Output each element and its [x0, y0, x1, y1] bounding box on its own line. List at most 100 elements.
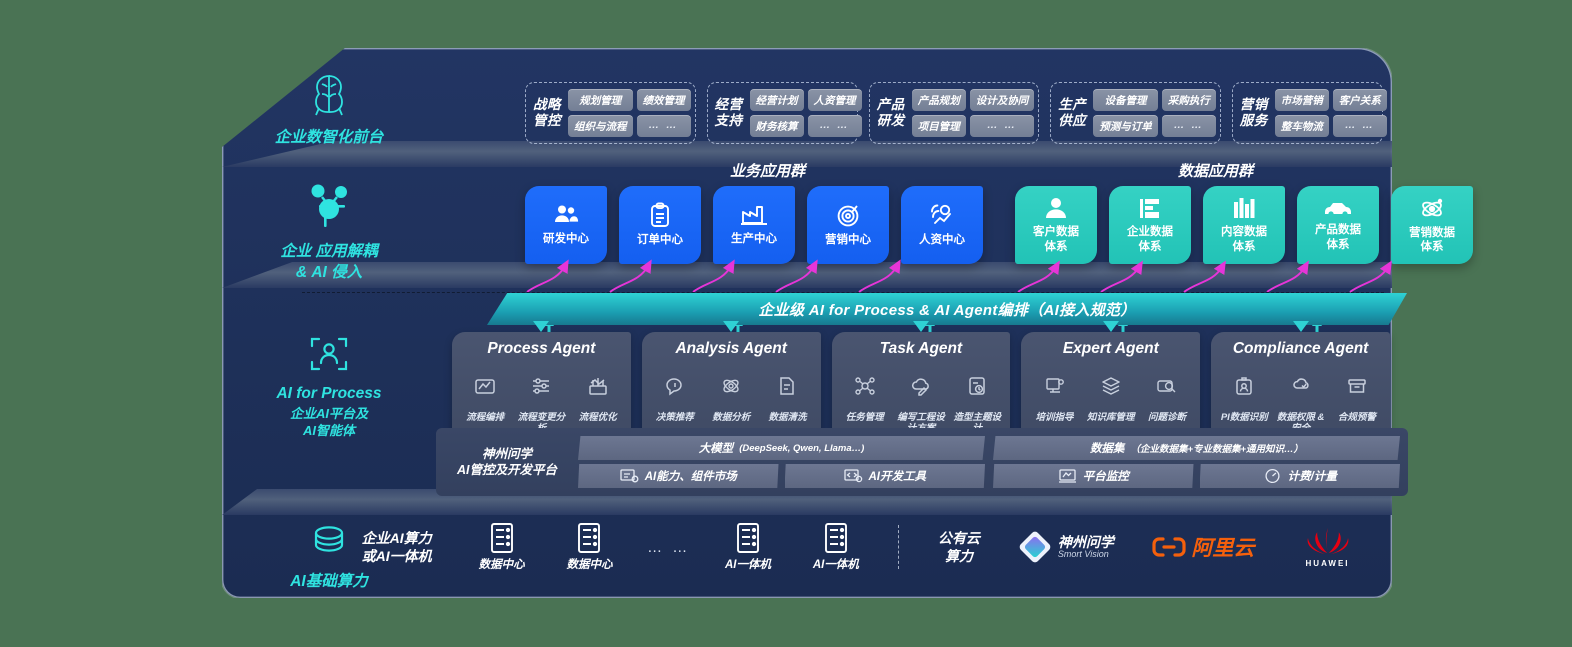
group-cell[interactable]: 绩效管理	[636, 89, 691, 111]
group-cell[interactable]: 经营计划	[749, 89, 804, 111]
group-cell[interactable]: 整车物流	[1274, 115, 1329, 137]
card-marketing-center[interactable]: 营销中心	[807, 186, 889, 264]
platform-title: 神州问学 AI管控及开发平台	[456, 446, 557, 477]
group-operations[interactable]: 经营 支持 经营计划 人资管理 财务核算 … …	[706, 82, 862, 144]
aliyun-mark-icon	[1152, 537, 1187, 557]
vendor-smartvision[interactable]: 神州问学 Smort Vision	[1000, 530, 1132, 564]
agent-function[interactable]: 造型主题设计	[950, 365, 1004, 435]
rail-title: 企业数智化前台	[274, 129, 384, 146]
agent-function[interactable]: 数据清洗	[760, 365, 814, 423]
card-marketing-data[interactable]: 营销数据 体系	[1391, 186, 1473, 264]
ai-market-bar[interactable]: AI能力、组件市场	[578, 464, 779, 488]
agent-function[interactable]: 流程编排	[458, 365, 512, 435]
fn-label: 问题诊断	[1148, 411, 1187, 423]
group-cell-more[interactable]: … …	[1161, 115, 1216, 137]
group-production-supply[interactable]: 生产 供应 设备管理 采购执行 预测与订单 … …	[1050, 82, 1221, 144]
archive-alert-icon	[1348, 379, 1366, 394]
agent-function[interactable]: 编写工程设计方案	[894, 365, 948, 435]
infra-datacenter-2[interactable]: 数据中心	[546, 522, 634, 572]
agent-function[interactable]: 决策推荐	[648, 365, 702, 423]
agent-tick	[912, 321, 929, 332]
infra-label: AI一体机	[724, 558, 771, 571]
group-title: 生产 供应	[1058, 96, 1087, 128]
card-enterprise-data[interactable]: 企业数据 体系	[1109, 186, 1191, 264]
group-cell[interactable]: 市场营销	[1274, 89, 1329, 111]
ai-devtool-bar[interactable]: AI开发工具	[784, 464, 985, 488]
agent-name: Analysis Agent	[675, 340, 787, 357]
card-hr-center[interactable]: 人资中心	[901, 186, 983, 264]
fn-label: 流程编排	[466, 411, 505, 423]
agent-task[interactable]: Task Agent 任务管理 编写工程设计方案 造型主题设计	[831, 321, 1011, 444]
gauge-icon	[1265, 468, 1280, 484]
group-marketing-service[interactable]: 营销 服务 市场营销 客户关系 整车物流 … …	[1231, 82, 1387, 144]
group-cell[interactable]: 人资管理	[807, 89, 862, 111]
agent-compliance[interactable]: Compliance Agent PI数据识别 数据权限 & 安全 合规预警	[1211, 321, 1390, 444]
group-cell-more[interactable]: … …	[807, 115, 862, 137]
infra-ai-appliance-1[interactable]: AI一体机	[704, 522, 792, 572]
slider-list-icon	[533, 378, 550, 395]
agent-function[interactable]: 合规预警	[1330, 365, 1384, 435]
vendor-name: HUAWEI	[1305, 558, 1350, 568]
group-cell[interactable]: 组织与流程	[568, 115, 633, 137]
agent-function[interactable]: PI数据识别	[1217, 365, 1271, 435]
infra-ai-appliance-2[interactable]: AI一体机	[792, 522, 880, 572]
llm-bar[interactable]: 大模型 (DeepSeek, Qwen, Llama…)	[578, 436, 985, 460]
vendor-sub: Smort Vision	[1057, 548, 1109, 559]
group-cell[interactable]: 设备管理	[1093, 89, 1158, 111]
building-icon	[1140, 199, 1159, 219]
group-cell[interactable]: 采购执行	[1161, 89, 1216, 111]
group-cell[interactable]: 客户关系	[1332, 89, 1387, 111]
group-title: 战略 管控	[533, 96, 561, 128]
agent-function[interactable]: 数据分析	[704, 365, 758, 423]
agent-name: Expert Agent	[1062, 340, 1159, 357]
monitor-bar[interactable]: 平台监控	[993, 464, 1194, 488]
group-cell[interactable]: 财务核算	[749, 115, 804, 137]
vendor-aliyun[interactable]: 阿里云	[1132, 532, 1275, 562]
flow-chart-icon	[475, 379, 495, 395]
agent-expert[interactable]: Expert Agent 培训指导 知识库管理 问题诊断	[1021, 321, 1201, 444]
car-icon	[1325, 203, 1351, 218]
group-cell[interactable]: 规划管理	[568, 89, 633, 111]
card-label: 营销中心	[825, 233, 871, 246]
billing-label: 计费/计量	[1287, 471, 1337, 483]
group-cell-more[interactable]: … …	[969, 115, 1035, 137]
group-cell-more[interactable]: … …	[1332, 115, 1387, 137]
group-cell[interactable]: 产品规划	[911, 89, 966, 111]
group-cell[interactable]: 预测与订单	[1093, 115, 1158, 137]
agent-analysis[interactable]: Analysis Agent 决策推荐 数据分析 数据清洗	[641, 321, 821, 444]
group-cell[interactable]: 设计及协同	[969, 89, 1035, 111]
agent-function[interactable]: 流程变更分析	[514, 365, 568, 435]
agent-process[interactable]: Process Agent 流程编排 流程变更分析 流程优化	[452, 321, 631, 444]
agent-tick	[723, 321, 740, 332]
card-order-center[interactable]: 订单中心	[619, 186, 701, 264]
card-label: 人资中心	[919, 233, 965, 246]
ai-market-label: AI能力、组件市场	[644, 471, 737, 483]
agent-function[interactable]: 培训指导	[1027, 365, 1081, 423]
group-strategy[interactable]: 战略 管控 规划管理 绩效管理 组织与流程 … …	[525, 82, 696, 144]
group-cell[interactable]: 项目管理	[911, 115, 966, 137]
vendor-huawei[interactable]: HUAWEI	[1275, 527, 1380, 568]
agent-name: Compliance Agent	[1232, 340, 1369, 357]
platform-left-column: 大模型 (DeepSeek, Qwen, Llama…) AI能力、组件市场 A…	[578, 436, 985, 488]
agent-function[interactable]: 问题诊断	[1140, 365, 1194, 423]
infra-divider	[898, 525, 900, 569]
card-customer-data[interactable]: 客户数据 体系	[1015, 186, 1097, 264]
fn-label: 数据分析	[712, 411, 751, 423]
card-production-center[interactable]: 生产中心	[713, 186, 795, 264]
card-research-center[interactable]: 研发中心	[525, 186, 607, 264]
group-product-rd[interactable]: 产品 研发 产品规划 设计及协同 项目管理 … …	[868, 82, 1040, 144]
agent-function[interactable]: 数据权限 & 安全	[1273, 365, 1327, 435]
agent-function[interactable]: 流程优化	[571, 365, 625, 435]
card-product-data[interactable]: 产品数据 体系	[1297, 186, 1379, 264]
agent-function[interactable]: 知识库管理	[1084, 365, 1138, 423]
infra-datacenter-1[interactable]: 数据中心	[458, 522, 546, 572]
billing-bar[interactable]: 计费/计量	[1199, 464, 1400, 488]
agent-function[interactable]: 任务管理	[838, 365, 892, 435]
card-content-data[interactable]: 内容数据 体系	[1203, 186, 1285, 264]
dataset-label: 数据集	[1089, 443, 1125, 455]
vendor-name: 阿里云	[1191, 537, 1255, 560]
group-cell-more[interactable]: … …	[636, 115, 691, 137]
dataset-bar[interactable]: 数据集 （企业数据集+专业数据集+通用知识…）	[993, 436, 1400, 460]
banner-text: 企业级 AI for Process & AI Agent编排（AI接入规范）	[758, 301, 1136, 319]
